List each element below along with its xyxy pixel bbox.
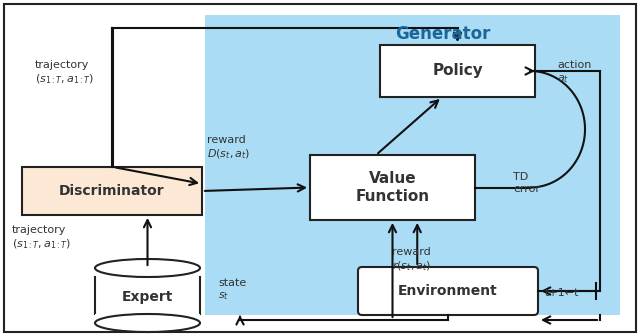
Bar bbox=[95, 314, 200, 323]
Text: error: error bbox=[513, 184, 540, 194]
Text: Generator: Generator bbox=[395, 25, 490, 43]
Bar bbox=[380, 45, 535, 97]
Text: $(s_{1:T}, a_{1:T})$: $(s_{1:T}, a_{1:T})$ bbox=[35, 72, 95, 86]
Text: trajectory: trajectory bbox=[12, 225, 67, 235]
Text: reward: reward bbox=[392, 247, 431, 257]
Text: $r(s_t, a_t)$: $r(s_t, a_t)$ bbox=[392, 259, 431, 272]
Ellipse shape bbox=[95, 314, 200, 332]
Text: action: action bbox=[557, 60, 591, 70]
Text: $a_t$: $a_t$ bbox=[557, 73, 569, 85]
Text: Value
Function: Value Function bbox=[355, 171, 429, 204]
FancyBboxPatch shape bbox=[358, 267, 538, 315]
Bar bbox=[22, 167, 202, 215]
Text: TD: TD bbox=[513, 172, 528, 182]
Text: Expert: Expert bbox=[122, 291, 173, 304]
Text: reward: reward bbox=[207, 135, 246, 145]
Bar bbox=[205, 15, 620, 315]
Text: Environment: Environment bbox=[398, 284, 498, 298]
Text: t+1←t: t+1←t bbox=[545, 288, 579, 298]
Text: Discriminator: Discriminator bbox=[59, 184, 165, 198]
Text: $D(s_t, a_t)$: $D(s_t, a_t)$ bbox=[207, 147, 250, 161]
Text: Policy: Policy bbox=[432, 64, 483, 79]
Text: trajectory: trajectory bbox=[35, 60, 90, 70]
Text: $(s_{1:T}, a_{1:T})$: $(s_{1:T}, a_{1:T})$ bbox=[12, 237, 72, 251]
Text: $s_t$: $s_t$ bbox=[218, 290, 229, 302]
Ellipse shape bbox=[95, 259, 200, 277]
Text: state: state bbox=[218, 278, 246, 288]
Bar bbox=[310, 155, 475, 220]
Bar bbox=[95, 277, 200, 314]
